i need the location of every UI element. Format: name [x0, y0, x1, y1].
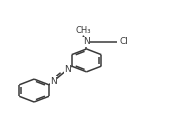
Text: Cl: Cl: [119, 37, 128, 46]
Text: N: N: [64, 65, 71, 74]
Text: N: N: [83, 37, 90, 46]
Text: N: N: [50, 77, 57, 86]
Text: CH₃: CH₃: [75, 26, 91, 35]
